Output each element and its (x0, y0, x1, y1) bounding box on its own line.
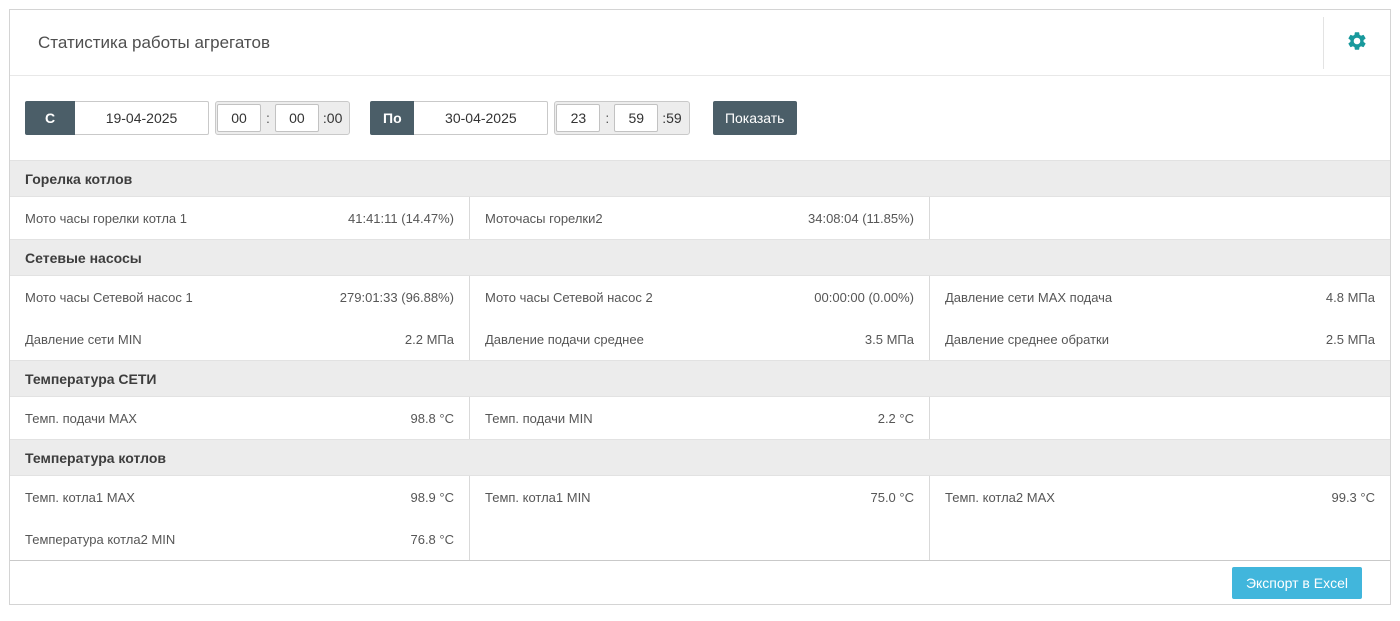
stat-value: 00:00:00 (0.00%) (814, 289, 914, 305)
section-grid-burners: Мото часы горелки котла 1 41:41:11 (14.4… (10, 197, 1390, 239)
time-colon-separator: : (266, 110, 270, 126)
titlebar-divider (1323, 16, 1324, 69)
stat-cell: Давление сети MIN 2.2 МПа (10, 318, 470, 360)
from-date-group: С (25, 101, 209, 135)
stat-value: 4.8 МПа (1325, 289, 1375, 305)
stat-value: 98.8 °C (410, 410, 454, 426)
stat-value: 98.9 °C (410, 489, 454, 505)
from-minutes-input[interactable] (274, 104, 319, 132)
stat-value: 279:01:33 (96.88%) (339, 289, 454, 305)
stat-value: 75.0 °C (870, 489, 914, 505)
stat-label: Темп. котла1 MAX (25, 489, 135, 505)
stat-value: 2.5 МПа (1325, 331, 1375, 347)
section-header-burners: Горелка котлов (10, 160, 1390, 197)
stat-cell-empty (930, 197, 1390, 239)
stat-cell: Мото часы горелки котла 1 41:41:11 (14.4… (10, 197, 470, 239)
to-minutes-input[interactable] (614, 104, 659, 132)
to-date-group: По (370, 101, 549, 135)
to-hours-input[interactable] (556, 104, 601, 132)
stat-value: 3.5 МПа (864, 331, 914, 347)
stat-label: Мото часы Сетевой насос 2 (485, 289, 653, 305)
stat-cell: Темп. подачи MAX 98.8 °C (10, 397, 470, 439)
stat-label: Темп. котла2 MAX (945, 489, 1055, 505)
stat-cell: Темп. котла1 MAX 98.9 °C (10, 476, 470, 518)
section-grid-network-pumps: Мото часы Сетевой насос 1 279:01:33 (96.… (10, 276, 1390, 360)
stat-label: Давление среднее обратки (945, 331, 1110, 347)
statistics-panel: Статистика работы агрегатов С : :00 (9, 9, 1391, 605)
gear-icon (1346, 30, 1368, 55)
section-header-network-pumps: Сетевые насосы (10, 239, 1390, 276)
from-seconds-label: :00 (322, 110, 343, 126)
stat-value: 2.2 МПа (404, 331, 454, 347)
stat-value: 99.3 °C (1331, 489, 1375, 505)
stat-label: Температура котла2 MIN (25, 531, 176, 547)
stat-cell: Давление среднее обратки 2.5 МПа (930, 318, 1390, 360)
stat-cell: Температура котла2 MIN 76.8 °C (10, 518, 470, 560)
stat-label: Давление подачи среднее (485, 331, 644, 347)
title-bar: Статистика работы агрегатов (10, 10, 1390, 76)
stat-label: Мото часы горелки котла 1 (25, 210, 187, 226)
stat-value: 34:08:04 (11.85%) (808, 210, 914, 226)
stat-label: Мото часы Сетевой насос 1 (25, 289, 193, 305)
stats-table: Горелка котлов Мото часы горелки котла 1… (10, 160, 1390, 560)
stat-label: Темп. котла1 MIN (485, 489, 591, 505)
footer-bar: Экспорт в Excel (10, 560, 1390, 604)
stat-cell-empty (470, 518, 930, 560)
stat-cell: Моточасы горелки2 34:08:04 (11.85%) (470, 197, 930, 239)
stat-value: 76.8 °C (410, 531, 454, 547)
stat-label: Моточасы горелки2 (485, 210, 603, 226)
stat-value: 2.2 °C (877, 410, 914, 426)
stat-cell: Мото часы Сетевой насос 2 00:00:00 (0.00… (470, 276, 930, 318)
time-colon-separator: : (605, 110, 610, 126)
to-seconds-label: :59 (662, 110, 682, 126)
from-hours-input[interactable] (217, 104, 261, 132)
section-grid-boiler-temperature: Темп. котла1 MAX 98.9 °C Темп. котла1 MI… (10, 476, 1390, 560)
from-label: С (25, 101, 75, 135)
stat-value: 41:41:11 (14.47%) (348, 210, 454, 226)
stat-cell-empty (930, 397, 1390, 439)
to-time-group: : :59 (554, 101, 690, 135)
stat-cell: Темп. котла2 MAX 99.3 °C (930, 476, 1390, 518)
page-title: Статистика работы агрегатов (38, 32, 271, 52)
stat-cell-empty (930, 518, 1390, 560)
stat-cell: Давление подачи среднее 3.5 МПа (470, 318, 930, 360)
export-excel-button[interactable]: Экспорт в Excel (1231, 566, 1362, 599)
to-label: По (370, 101, 415, 135)
filter-bar: С : :00 По : :59 Показать (10, 76, 1390, 160)
from-time-group: : :00 (215, 101, 351, 135)
stat-label: Темп. подачи MIN (485, 410, 593, 426)
section-header-boiler-temperature: Температура котлов (10, 439, 1390, 476)
stat-label: Давление сети MAX подача (945, 289, 1113, 305)
title-bar-actions (1323, 10, 1390, 75)
stat-cell: Давление сети MAX подача 4.8 МПа (930, 276, 1390, 318)
show-button[interactable]: Показать (712, 101, 797, 135)
stat-cell: Темп. подачи MIN 2.2 °C (470, 397, 930, 439)
stat-label: Темп. подачи MAX (25, 410, 137, 426)
to-date-input[interactable] (414, 101, 549, 135)
stat-cell: Мото часы Сетевой насос 1 279:01:33 (96.… (10, 276, 470, 318)
section-header-network-temperature: Температура СЕТИ (10, 360, 1390, 397)
stat-cell: Темп. котла1 MIN 75.0 °C (470, 476, 930, 518)
settings-button[interactable] (1324, 10, 1390, 75)
stat-label: Давление сети MIN (25, 331, 142, 347)
from-date-input[interactable] (75, 101, 209, 135)
section-grid-network-temperature: Темп. подачи MAX 98.8 °C Темп. подачи MI… (10, 397, 1390, 439)
